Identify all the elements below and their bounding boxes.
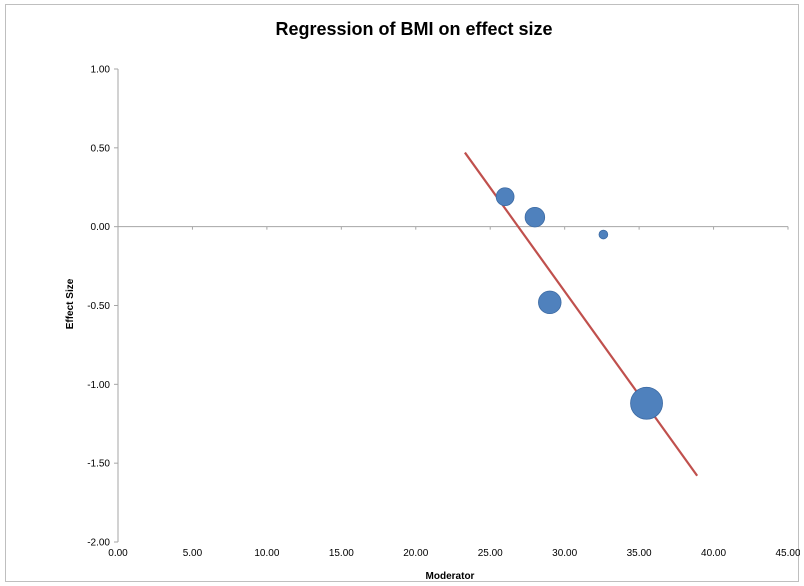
tick-group: 0.00 5.00 10.00 15.00 20.00 25.00 30.00 35.00 40… [87,65,800,560]
y-tick-label: 0.50 [91,143,111,154]
x-tick-label: 45.00 [775,548,800,559]
y-tick-label: 1.00 [91,65,111,76]
x-axis-label: Moderator [426,571,475,582]
x-tick-label: 25.00 [478,548,503,559]
y-tick-label: -2.00 [87,538,110,549]
y-tick-label: -1.00 [87,380,110,391]
data-point [538,290,562,315]
x-tick-label: 30.00 [552,548,577,559]
y-tick-label: -1.50 [87,459,110,470]
y-tick-label: 0.00 [91,222,111,233]
data-point [630,386,663,420]
data-marks [464,151,699,477]
x-tick-label: 5.00 [183,548,203,559]
data-point [598,229,609,240]
x-tick-label: 10.00 [254,548,279,559]
scatter-chart: Regression of BMI on effect size 0.00 5.0… [65,19,800,582]
x-tick-label: 0.00 [108,548,128,559]
chart-title: Regression of BMI on effect size [275,19,552,39]
x-tick-label: 35.00 [627,548,652,559]
y-axis-label: Effect Size [65,278,76,329]
data-point [524,207,546,228]
chart-frame: Regression of BMI on effect size 0.00 5.0… [5,4,800,582]
x-tick-label: 40.00 [701,548,726,559]
data-point [495,187,515,207]
regression-line [464,151,699,477]
x-tick-label: 15.00 [329,548,354,559]
y-tick-label: -0.50 [87,301,110,312]
x-tick-label: 20.00 [403,548,428,559]
